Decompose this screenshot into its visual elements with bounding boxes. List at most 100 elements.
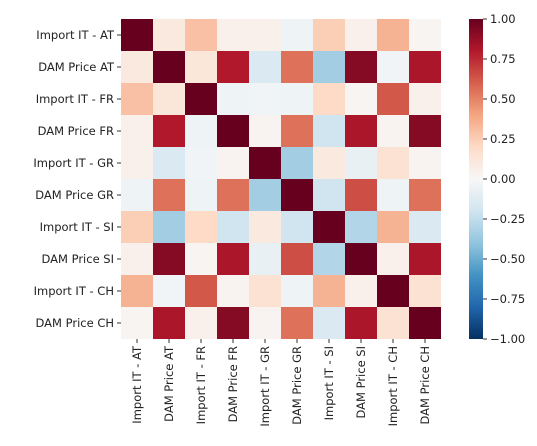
row-label: Import IT - CH xyxy=(34,284,114,298)
heatmap-cell xyxy=(409,19,441,51)
column-label: DAM Price AT xyxy=(162,345,176,422)
heatmap-cell xyxy=(121,275,153,307)
row-label: DAM Price SI xyxy=(42,252,115,266)
heatmap-cell xyxy=(409,115,441,147)
heatmap-cell xyxy=(121,115,153,147)
heatmap-cell xyxy=(313,307,345,339)
heatmap-cell xyxy=(153,83,185,115)
heatmap-cell xyxy=(313,179,345,211)
row-label: DAM Price AT xyxy=(38,60,115,74)
heatmap-cell xyxy=(377,243,409,275)
heatmap-cell xyxy=(217,243,249,275)
heatmap-cell xyxy=(313,211,345,243)
heatmap-cell xyxy=(281,83,313,115)
heatmap-cell xyxy=(377,211,409,243)
heatmap-cell xyxy=(249,179,281,211)
row-label: Import IT - AT xyxy=(36,28,115,42)
heatmap-cell xyxy=(153,19,185,51)
heatmap-cell xyxy=(281,179,313,211)
heatmap-cell xyxy=(377,179,409,211)
column-label: Import IT - FR xyxy=(194,346,208,424)
heatmap-cell xyxy=(345,83,377,115)
heatmap-cell xyxy=(377,83,409,115)
heatmap-cell xyxy=(409,51,441,83)
heatmap-cell xyxy=(377,147,409,179)
heatmap-cell xyxy=(185,307,217,339)
heatmap-cell xyxy=(217,19,249,51)
heatmap-cell xyxy=(185,243,217,275)
heatmap-cell xyxy=(121,307,153,339)
heatmap-cell xyxy=(345,147,377,179)
row-label: DAM Price GR xyxy=(35,188,114,202)
colorbar-tick-label: 0.75 xyxy=(490,52,516,66)
row-label: DAM Price FR xyxy=(38,124,114,138)
row-labels: Import IT - AT DAM Price AT Import IT - FR… xyxy=(33,28,121,330)
heatmap-cell xyxy=(185,147,217,179)
heatmap-cell xyxy=(153,179,185,211)
column-label: DAM Price FR xyxy=(226,346,240,422)
heatmap-cell xyxy=(185,211,217,243)
heatmap-cell xyxy=(281,243,313,275)
heatmap-cell xyxy=(121,83,153,115)
heatmap-cell xyxy=(217,147,249,179)
heatmap-cell xyxy=(153,51,185,83)
colorbar-tick-label: 0.25 xyxy=(490,132,516,146)
heatmap-cell xyxy=(185,83,217,115)
colorbar-tick-label: 0.00 xyxy=(490,172,516,186)
column-label: Import IT - AT xyxy=(130,345,144,424)
heatmap-cell xyxy=(281,147,313,179)
colorbar-tick-label: −0.75 xyxy=(490,292,525,306)
heatmap-cell xyxy=(281,19,313,51)
heatmap-cell xyxy=(345,51,377,83)
heatmap-cell xyxy=(345,19,377,51)
row-label: DAM Price CH xyxy=(36,316,114,330)
heatmap-cell xyxy=(345,179,377,211)
heatmap-cell xyxy=(377,115,409,147)
heatmap-cell xyxy=(281,115,313,147)
heatmap-cell xyxy=(121,51,153,83)
heatmap-cell xyxy=(313,51,345,83)
heatmap-cell xyxy=(409,179,441,211)
heatmap-cell xyxy=(409,211,441,243)
heatmap-cell xyxy=(377,19,409,51)
colorbar-tick-label: −0.25 xyxy=(490,212,525,226)
heatmap-cell xyxy=(249,147,281,179)
column-label: Import IT - GR xyxy=(258,346,272,427)
heatmap-cell xyxy=(153,147,185,179)
heatmap-cell xyxy=(377,307,409,339)
heatmap-cell xyxy=(249,211,281,243)
heatmap-cell xyxy=(281,211,313,243)
heatmap-cell xyxy=(377,51,409,83)
heatmap-cell xyxy=(345,211,377,243)
heatmap-cell xyxy=(249,115,281,147)
row-label: Import IT - FR xyxy=(36,92,114,106)
heatmap-cell xyxy=(313,275,345,307)
heatmap-cell xyxy=(249,307,281,339)
heatmap-cell xyxy=(185,179,217,211)
colorbar-tick-label: 0.50 xyxy=(490,92,516,106)
heatmap-cell xyxy=(249,275,281,307)
heatmap-cells xyxy=(121,19,441,339)
heatmap-cell xyxy=(281,307,313,339)
column-labels: Import IT - AT DAM Price AT Import IT - FR… xyxy=(130,339,432,427)
heatmap-cell xyxy=(409,243,441,275)
column-label: DAM Price GR xyxy=(290,346,304,425)
heatmap-cell xyxy=(121,179,153,211)
heatmap-cell xyxy=(313,19,345,51)
heatmap-cell xyxy=(217,179,249,211)
heatmap-cell xyxy=(153,307,185,339)
heatmap-cell xyxy=(313,147,345,179)
heatmap-cell xyxy=(217,275,249,307)
heatmap-cell xyxy=(121,19,153,51)
heatmap-cell xyxy=(185,275,217,307)
heatmap-cell xyxy=(377,275,409,307)
column-label: Import IT - SI xyxy=(322,346,336,420)
heatmap-cell xyxy=(281,51,313,83)
colorbar-tick-label: −0.50 xyxy=(490,252,525,266)
column-label: Import IT - CH xyxy=(386,346,400,426)
heatmap-cell xyxy=(345,307,377,339)
heatmap-cell xyxy=(217,83,249,115)
heatmap-cell xyxy=(249,19,281,51)
heatmap-cell xyxy=(249,83,281,115)
